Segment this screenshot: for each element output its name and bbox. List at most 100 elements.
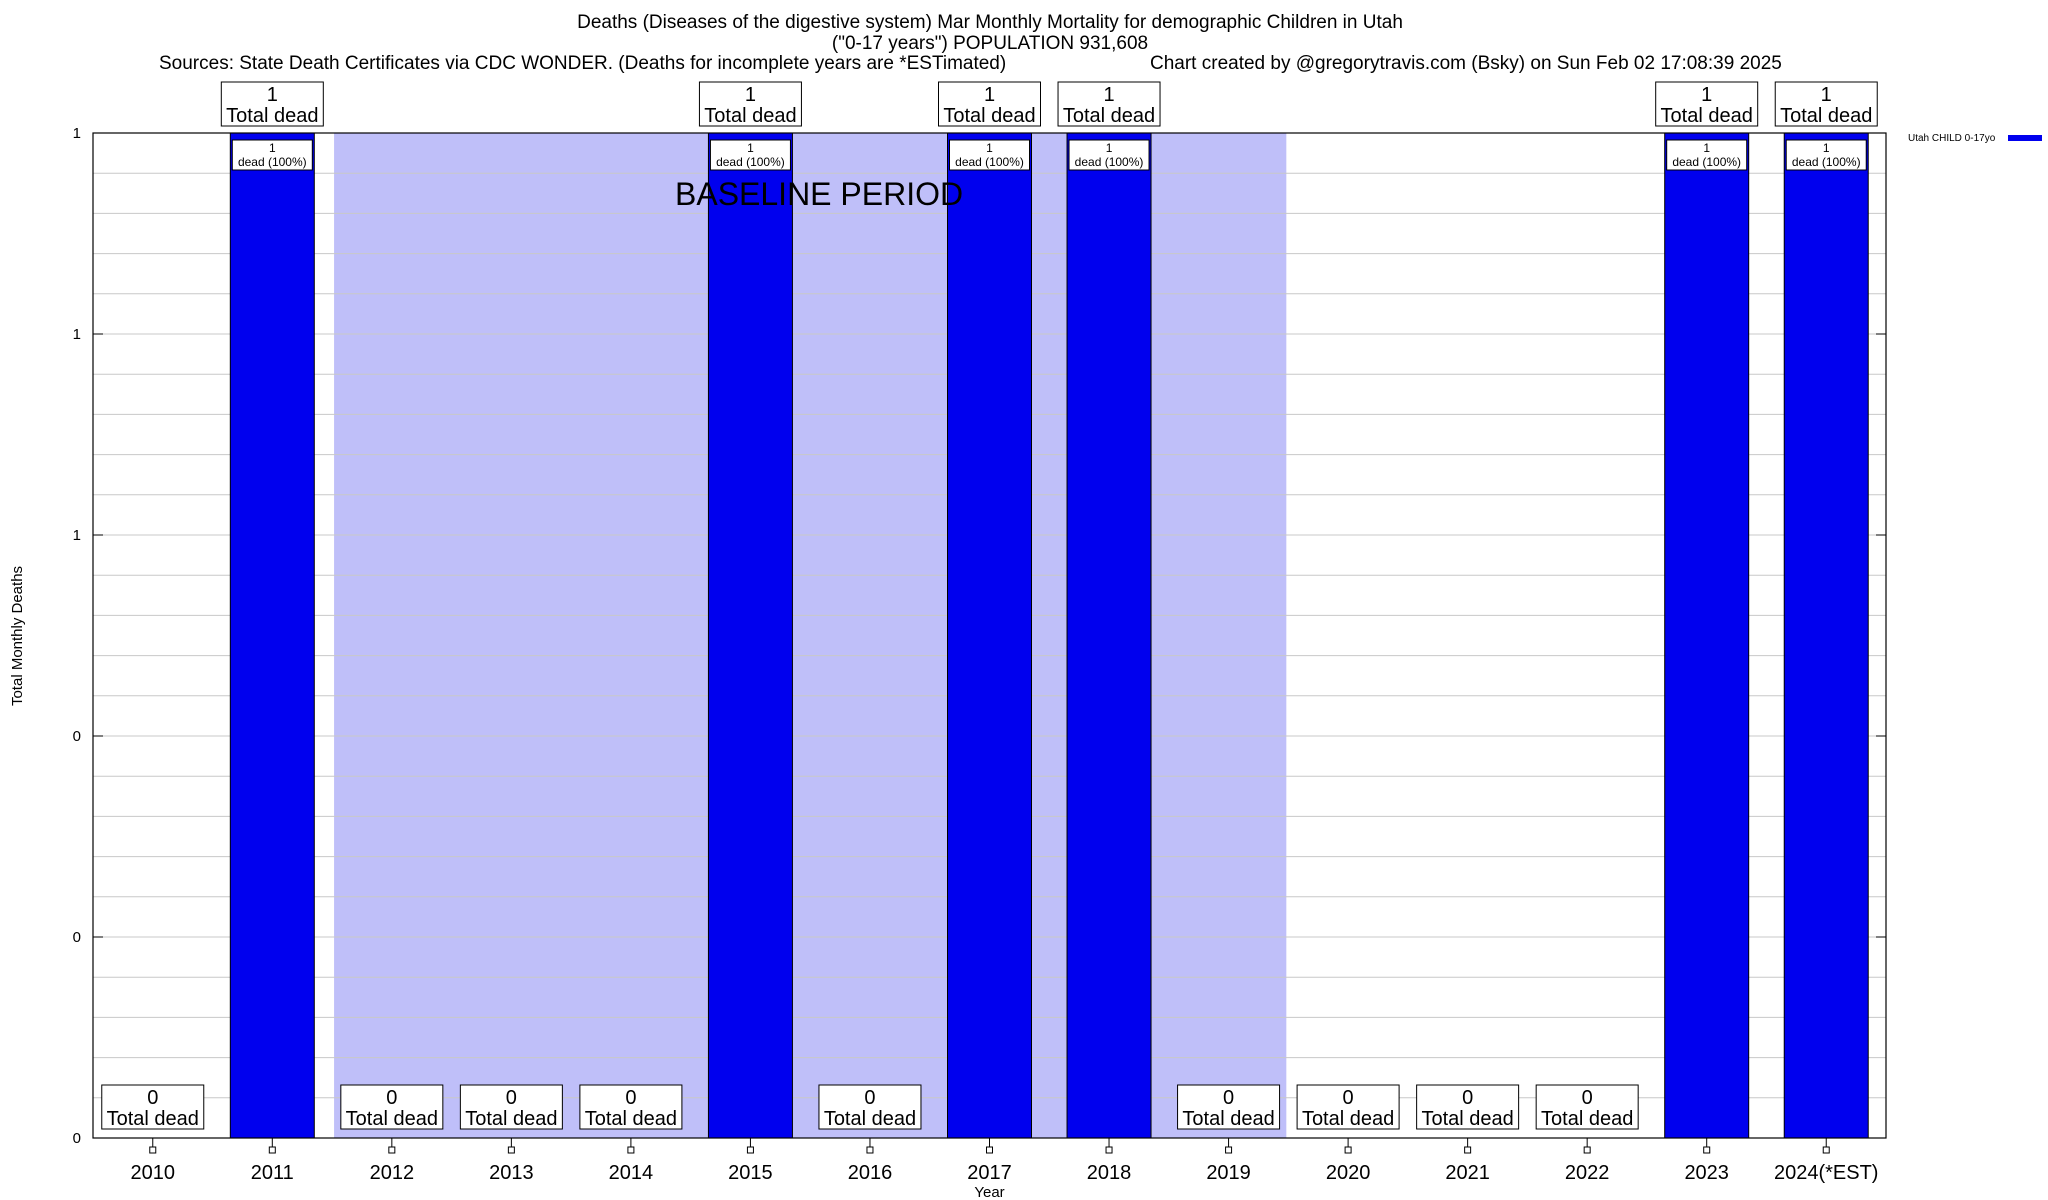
total-label: Total dead (585, 1108, 677, 1130)
total-label: Total dead (704, 105, 796, 127)
x-marker (1464, 1146, 1472, 1154)
total-value: 1 (267, 84, 278, 106)
total-value: 0 (506, 1087, 517, 1109)
inner-label-box (1785, 139, 1867, 171)
x-tick-label: 2011 (251, 1162, 294, 1184)
total-label-box (818, 1084, 922, 1130)
total-value: 0 (864, 1087, 875, 1109)
inner-value: 1 (1823, 141, 1830, 155)
total-label-box (1655, 81, 1759, 127)
inner-value: 1 (1106, 141, 1113, 155)
x-tick-label: 2018 (1087, 1162, 1132, 1184)
x-tick-label: 2017 (967, 1162, 1012, 1184)
inner-label: dead (100%) (716, 155, 785, 169)
total-label: Total dead (1780, 105, 1872, 127)
total-label-box (220, 81, 324, 127)
y-tick-label: 0 (73, 1130, 81, 1147)
y-tick-label: 1 (73, 125, 81, 142)
total-label-box (101, 1084, 205, 1130)
total-label: Total dead (1063, 105, 1155, 127)
x-marker (388, 1146, 396, 1154)
inner-label: dead (100%) (1075, 155, 1144, 169)
x-marker (1105, 1146, 1113, 1154)
x-tick-label: 2016 (848, 1162, 893, 1184)
total-value: 1 (745, 84, 756, 106)
total-value: 1 (1701, 84, 1712, 106)
x-marker (866, 1146, 874, 1154)
inner-label-box (1666, 139, 1748, 171)
total-label-box (340, 1084, 444, 1130)
total-label-box (1296, 1084, 1400, 1130)
total-value: 0 (386, 1087, 397, 1109)
x-marker (1822, 1146, 1830, 1154)
total-value: 1 (1821, 84, 1832, 106)
x-tick-label: 2022 (1565, 1162, 1610, 1184)
legend-swatch (2008, 135, 2042, 141)
total-label-box (1057, 81, 1161, 127)
x-tick-label: 2014 (609, 1162, 654, 1184)
total-label: Total dead (1421, 1108, 1513, 1130)
total-label-box (1177, 1084, 1281, 1130)
total-label: Total dead (1541, 1108, 1633, 1130)
inner-value: 1 (269, 141, 276, 155)
x-marker (1583, 1146, 1591, 1154)
x-marker (746, 1146, 754, 1154)
x-marker (986, 1146, 993, 1154)
inner-label-box (949, 139, 1030, 171)
x-axis-label: Year (974, 1184, 1004, 1200)
x-marker (1344, 1146, 1352, 1154)
total-label-box (938, 81, 1041, 127)
total-label: Total dead (943, 105, 1035, 127)
total-value: 0 (1582, 1087, 1593, 1109)
total-value: 0 (1223, 1087, 1234, 1109)
total-label-box (1774, 81, 1878, 127)
total-label: Total dead (1302, 1108, 1394, 1130)
chart-credit: Chart created by @gregorytravis.com (Bsk… (1150, 53, 1782, 74)
bar-2017 (947, 132, 1032, 1139)
total-label: Total dead (824, 1108, 916, 1130)
total-label-box (579, 1084, 683, 1130)
total-label-box (1535, 1084, 1639, 1130)
total-value: 0 (625, 1087, 636, 1109)
total-label-box (698, 81, 802, 127)
x-tick-label: 2021 (1445, 1162, 1490, 1184)
total-label: Total dead (465, 1108, 557, 1130)
inner-label: dead (100%) (238, 155, 307, 169)
legend-label: Utah CHILD 0-17yo (1908, 133, 1996, 144)
chart-sources: Sources: State Death Certificates via CD… (159, 53, 1007, 74)
inner-label: dead (100%) (1672, 155, 1741, 169)
total-label: Total dead (107, 1108, 199, 1130)
total-label: Total dead (226, 105, 318, 127)
y-tick-label: 1 (73, 527, 81, 544)
total-label: Total dead (346, 1108, 438, 1130)
total-value: 1 (1103, 84, 1114, 106)
y-tick-label: 0 (73, 929, 81, 946)
inner-label-box (1068, 139, 1150, 171)
x-tick-label: 2010 (131, 1162, 176, 1184)
inner-label-box (231, 139, 313, 171)
total-label: Total dead (1661, 105, 1753, 127)
x-tick-label: 2013 (489, 1162, 534, 1184)
inner-value: 1 (747, 141, 754, 155)
total-value: 0 (1462, 1087, 1473, 1109)
x-marker (268, 1146, 276, 1154)
bar-2024(*EST) (1783, 132, 1869, 1139)
x-tick-label: 2020 (1326, 1162, 1371, 1184)
total-value: 1 (984, 84, 995, 106)
total-label-box (459, 1084, 563, 1130)
x-tick-label: 2019 (1206, 1162, 1251, 1184)
x-marker (1225, 1146, 1233, 1154)
x-tick-label: 2012 (370, 1162, 415, 1184)
y-axis-label: Total Monthly Deaths (9, 566, 26, 706)
chart-title: Deaths (Diseases of the digestive system… (577, 12, 1403, 33)
total-value: 0 (1343, 1087, 1354, 1109)
total-label: Total dead (1182, 1108, 1274, 1130)
inner-label: dead (100%) (955, 155, 1024, 169)
x-tick-label: 2015 (728, 1162, 773, 1184)
y-tick-label: 0 (73, 728, 81, 745)
total-label-box (1416, 1084, 1520, 1130)
y-tick-label: 1 (73, 326, 81, 343)
inner-label-box (709, 139, 791, 171)
baseline-label: BASELINE PERIOD (675, 176, 963, 212)
